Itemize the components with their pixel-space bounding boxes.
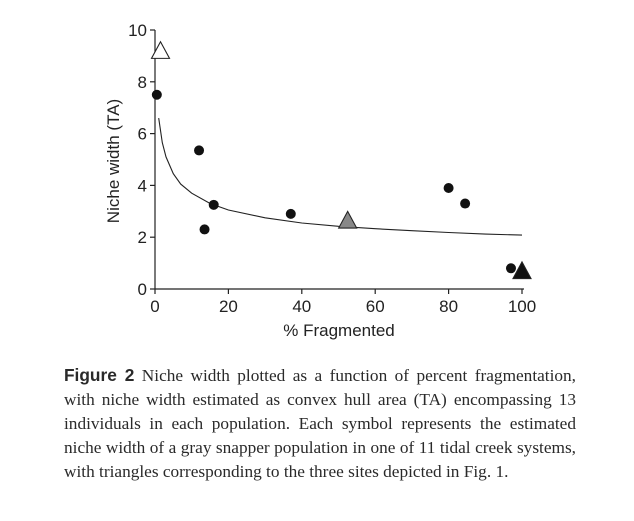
trend-curve-layer (158, 118, 523, 236)
y-tick-label: 4 (138, 176, 147, 195)
data-point-circle (285, 208, 296, 219)
fitted-curve (158, 118, 523, 236)
y-tick-label: 6 (138, 125, 147, 144)
data-point-circle (199, 224, 210, 235)
x-tick-label: 80 (439, 297, 458, 316)
data-point-circle (460, 198, 471, 209)
x-tick-label: 60 (366, 297, 385, 316)
data-point-circle (151, 89, 162, 100)
x-tick-label: 40 (292, 297, 311, 316)
axes: 0 20 40 60 80 100 0 2 4 6 8 10 (128, 21, 536, 316)
y-tick-label: 10 (128, 21, 147, 40)
figure-label: Figure 2 (64, 365, 135, 385)
y-axis-title: Niche width (TA) (104, 99, 123, 223)
x-tick-label: 100 (508, 297, 536, 316)
data-point-triangle (150, 40, 171, 59)
y-tick-label: 8 (138, 73, 147, 92)
figure-caption-text: Niche width plotted as a function of per… (64, 366, 577, 481)
x-tick-label: 20 (219, 297, 238, 316)
data-point-circle (208, 199, 219, 210)
data-point-triangle (337, 210, 358, 229)
figure-caption: Figure 2 Niche width plotted as a functi… (64, 363, 576, 484)
data-points-layer (150, 40, 532, 280)
x-axis-title: % Fragmented (283, 321, 395, 340)
data-point-circle (194, 145, 205, 156)
y-tick-label: 2 (138, 228, 147, 247)
y-tick-label: 0 (138, 280, 147, 299)
data-point-circle (505, 263, 516, 274)
data-point-circle (443, 182, 454, 193)
x-tick-label: 0 (150, 297, 159, 316)
scatter-chart: 0 20 40 60 80 100 0 2 4 6 8 10 Niche width (TA) % F… (104, 21, 536, 340)
data-point-triangle (512, 260, 532, 280)
